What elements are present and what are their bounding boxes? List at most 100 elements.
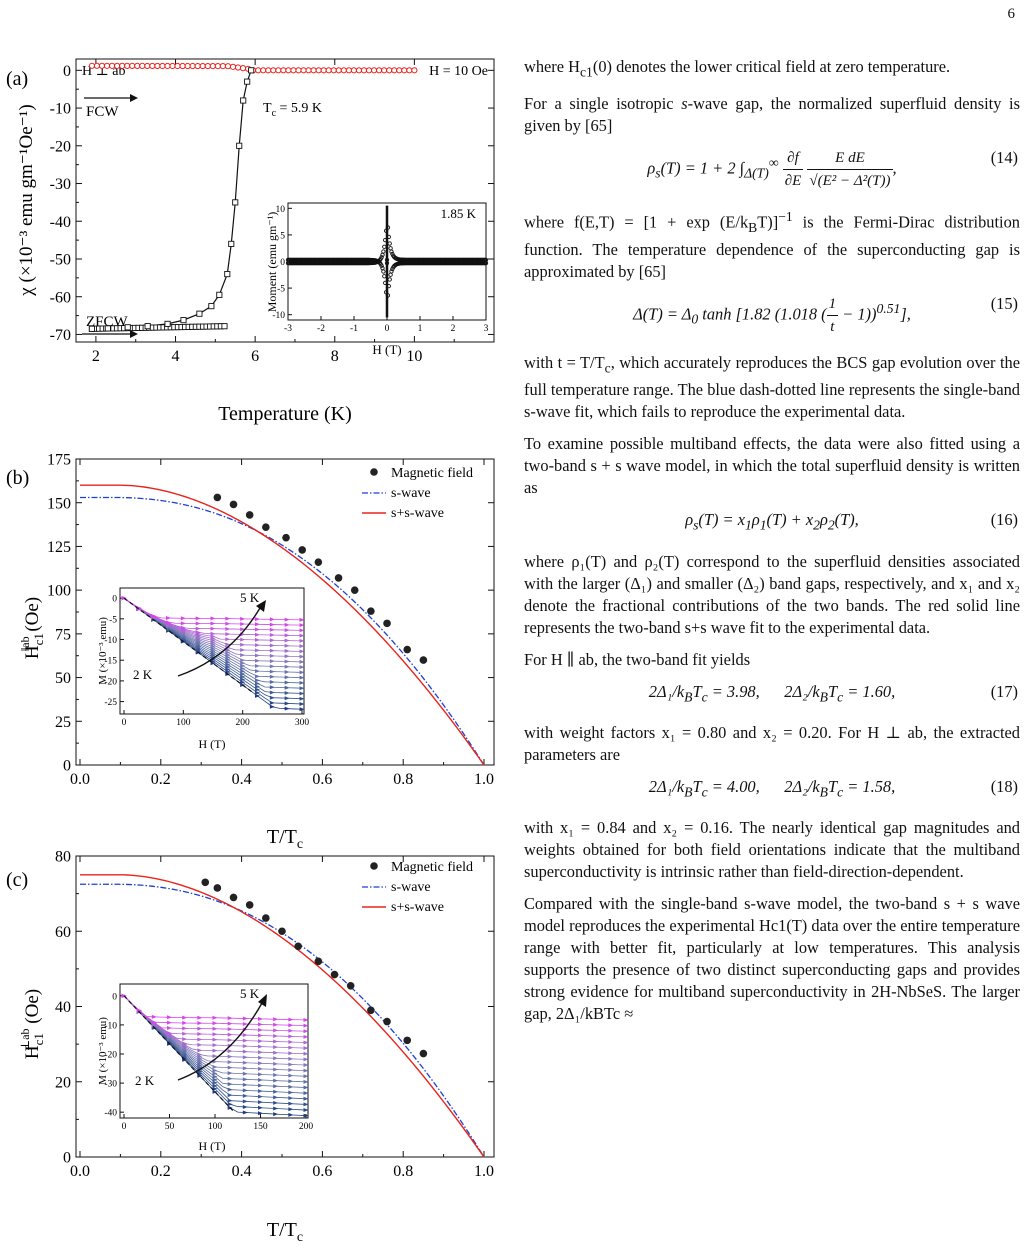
inset-point — [269, 659, 275, 664]
inset-point — [258, 1094, 263, 1099]
inset-loop-point-lower — [379, 255, 384, 260]
y-tick-label: 125 — [47, 539, 71, 556]
y-tick-label: 25 — [55, 714, 71, 731]
inset-point — [182, 1037, 188, 1042]
paragraph-7: with weight factors x₁ = 0.80 and x₂ = 0… — [524, 722, 1020, 764]
fcw-point — [300, 67, 307, 74]
inset-point — [258, 1083, 263, 1088]
inset-point — [269, 695, 275, 700]
inset-point — [269, 633, 275, 638]
x-tick-label: 0.6 — [312, 1163, 332, 1180]
inset-point — [288, 1073, 294, 1078]
fcw-point — [199, 62, 206, 70]
fcw-point — [270, 67, 277, 74]
fcw-point — [239, 65, 247, 72]
fcw-label: FCW — [86, 104, 119, 120]
inset-point — [242, 1077, 248, 1082]
panel-label-c: (c) — [6, 869, 28, 891]
y-tick-label: 80 — [55, 849, 71, 866]
inset-point — [303, 1085, 309, 1090]
inset-point — [225, 637, 231, 642]
data-point — [229, 500, 238, 509]
inset-point — [303, 1063, 309, 1068]
fcw-point — [169, 62, 176, 70]
inset-point — [225, 621, 231, 626]
fcw-point — [396, 67, 403, 74]
inset-point — [197, 1042, 203, 1047]
linear-guide — [123, 995, 234, 1112]
page-number: 6 — [1007, 6, 1016, 22]
zfcw-point — [240, 97, 247, 104]
zfcw-label: ZFCW — [86, 314, 129, 330]
inset-point — [284, 643, 290, 648]
inset-point — [284, 638, 290, 643]
y-tick-label: -40 — [50, 214, 71, 231]
inset-point — [273, 1112, 279, 1117]
inset-point — [210, 631, 216, 636]
inset-x-tick-label: 0 — [122, 1122, 127, 1132]
fcw-point — [360, 67, 368, 74]
fcw-point — [391, 67, 398, 74]
fcw-point — [194, 62, 201, 70]
inset-point — [299, 696, 305, 701]
inset-point — [255, 648, 260, 653]
zfcw-point — [244, 78, 251, 85]
inset-x-tick-label: -2 — [317, 324, 325, 334]
zfcw-point — [208, 303, 215, 310]
inset-point — [255, 658, 260, 663]
fcw-point — [214, 62, 221, 70]
data-point — [298, 546, 307, 554]
fcw-point — [209, 62, 216, 70]
inset-point — [288, 1101, 294, 1106]
y-tick-label: -10 — [50, 101, 71, 118]
inset-y-tick-label: -10 — [104, 1021, 117, 1031]
inset-y-tick-label: 0 — [112, 992, 117, 1002]
inset-point — [166, 620, 171, 625]
inset-point — [240, 627, 246, 632]
inset-point — [284, 669, 290, 674]
inset-point — [180, 621, 186, 626]
inset-point — [258, 1016, 263, 1021]
data-point — [262, 523, 270, 531]
panel-label-b: (b) — [6, 467, 29, 489]
fcw-point — [164, 62, 171, 70]
fcw-point — [179, 62, 186, 70]
inset-point — [273, 1056, 279, 1061]
inset-point — [303, 1017, 309, 1022]
inset-point — [227, 1060, 233, 1065]
y-tick-label: -30 — [50, 176, 71, 193]
inset-y-tick-label: 5 — [280, 231, 285, 241]
data-c — [80, 874, 485, 1158]
y-tick-label: 60 — [55, 924, 71, 941]
inset-point — [225, 642, 231, 647]
paragraph-2: where f(E,T) = [1 + exp (E/kBT)]−1 is th… — [524, 209, 1020, 282]
inset-point — [182, 1041, 188, 1046]
inset-point — [299, 691, 305, 696]
inset-point — [197, 1052, 203, 1057]
inset-point — [299, 670, 305, 675]
data-point — [367, 607, 375, 615]
zfcw-point — [196, 310, 203, 317]
inset-point — [303, 1108, 309, 1113]
ticks-c: 0.0 0.2 0.4 0.6 0.8 1.0 0 20 40 60 80 — [55, 849, 494, 1180]
inset-point — [299, 638, 305, 643]
fcw-point — [114, 62, 121, 69]
x-tick-label: 0.8 — [393, 1163, 413, 1180]
inset-point — [212, 1077, 218, 1082]
inset-point — [269, 622, 275, 627]
inset-point — [284, 622, 290, 627]
inset-point — [288, 1040, 294, 1045]
fcw-point — [234, 64, 242, 71]
inset-point — [225, 626, 231, 631]
inset-point — [284, 701, 290, 706]
inset-point — [212, 1026, 218, 1031]
data-point — [403, 645, 412, 654]
annot-h-10oe: H = 10 Oe — [429, 64, 488, 79]
inset-point — [288, 1107, 294, 1112]
paragraph-9: Compared with the single-band s-wave mod… — [524, 894, 1020, 1024]
fcw-point — [345, 67, 352, 74]
fcw-point — [381, 67, 388, 74]
inset-point — [258, 1022, 263, 1027]
inset-point — [299, 675, 305, 680]
inset-point — [255, 690, 260, 695]
